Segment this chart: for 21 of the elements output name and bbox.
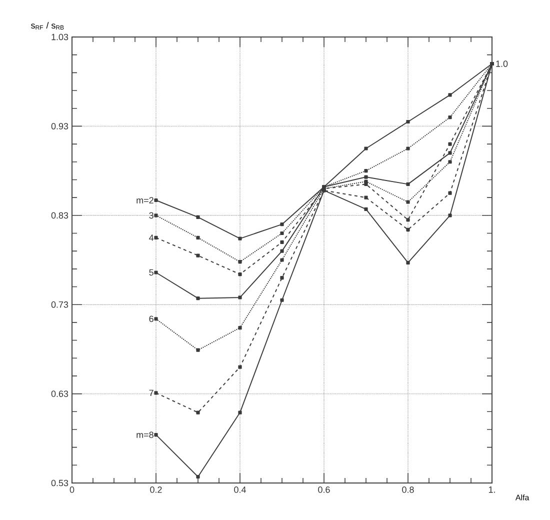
x-tick-label: 0.8 bbox=[402, 486, 414, 493]
series-label: m=8 bbox=[136, 432, 154, 438]
x-tick-label: 0 bbox=[70, 486, 74, 493]
series-label: 5 bbox=[149, 269, 154, 276]
y-axis-title: s$_{RF}$ / s$_{RB}$ bbox=[31, 22, 64, 30]
series-label: m=2 bbox=[136, 197, 154, 204]
y-tick-label: 1.03 bbox=[52, 34, 68, 40]
y-tick-label: 0.63 bbox=[51, 390, 68, 397]
y-tick-label: 0.83 bbox=[51, 212, 68, 219]
series-label: 7 bbox=[149, 390, 154, 396]
series-label: 6 bbox=[149, 316, 154, 322]
series-label: 3 bbox=[149, 212, 154, 219]
x-tick-label: 1. bbox=[488, 486, 495, 493]
x-tick-label: 0.4 bbox=[234, 486, 246, 493]
y-tick-label: 0.93 bbox=[51, 123, 68, 130]
series-label: 4 bbox=[149, 234, 154, 241]
y-tick-label: 0.73 bbox=[51, 301, 68, 308]
annotation: 1.0 bbox=[496, 60, 508, 67]
x-tick-label: 0.6 bbox=[318, 486, 330, 493]
x-tick-label: 0.2 bbox=[150, 486, 162, 493]
y-tick-label: 0.53 bbox=[51, 480, 68, 486]
